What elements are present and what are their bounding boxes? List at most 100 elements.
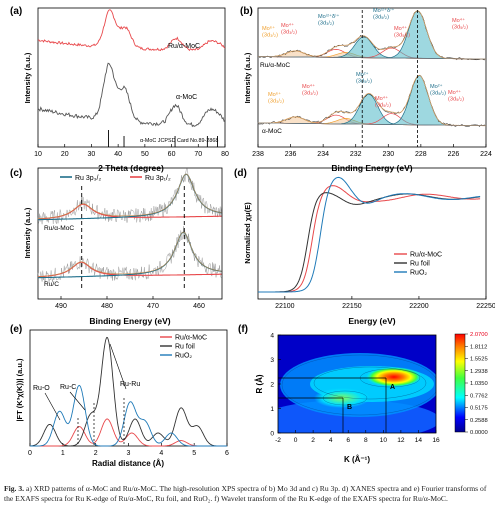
component-label: Mo⁴⁺ (3d₃/₂): [302, 83, 318, 97]
x-tick-a-tick-label: 40: [114, 151, 122, 158]
x-tick-a-tick-label: 60: [168, 151, 176, 158]
component-species: Mo⁴⁺: [281, 22, 294, 29]
component-species: Mo⁴⁺: [302, 83, 315, 90]
y-tick-label-f: 2: [270, 381, 274, 388]
x-ticks-d: 22100 22150 22200 22250: [275, 296, 495, 310]
component-species: Mo⁴⁺: [394, 25, 407, 32]
x-tick-b-tick-label: 226: [448, 151, 460, 158]
component-label: Mo⁴⁺ (3d₅/₂): [394, 25, 410, 39]
figure-caption: Fig. 3. a) XRD patterns of α-MoC and Ru/…: [4, 484, 491, 504]
legend-label-ru3p32: Ru 3p₃/₂: [75, 175, 101, 182]
annotation-arrow-ruo: [44, 392, 61, 421]
x-ticks-a: 10 20 30 40 50 60 70 80: [34, 144, 229, 158]
component-label: Mo⁽²⁺δ⁾⁺ (3d₃/₂): [318, 13, 339, 27]
legend-label-e: RuO₂: [175, 353, 192, 360]
x-tick-label-f: 16: [432, 437, 440, 444]
component-orbital: (3d₅/₂): [430, 91, 446, 97]
x-tick-e-tick-label: 4: [159, 450, 163, 457]
annotation-ruru: Ru-Ru: [120, 381, 140, 388]
feature-label-a: A: [390, 384, 395, 391]
component-species: Mo⁽²⁺δ⁾⁺: [373, 7, 394, 14]
x-tick-b-tick-label: 228: [415, 151, 427, 158]
x-tick-b-tick-label: 224: [480, 151, 492, 158]
curves-e: [30, 336, 227, 447]
x-tick-c-tick-label: 460: [193, 303, 205, 310]
x-tick-label-f: 6: [346, 437, 350, 444]
component-orbital: (3d₃/₂): [318, 21, 334, 27]
chart-c: 490 480 470 460 Ru 3p₃/₂ Ru 3p₁/₂ Ru/α-MoC …: [23, 167, 223, 326]
series-line-0: [37, 9, 226, 52]
x-axis-label-e: Radial distance (Å): [92, 459, 164, 468]
legend-e: Ru/α-MoC Ru foil RuO₂: [160, 335, 207, 360]
x-tick-a-tick-label: 70: [194, 151, 202, 158]
fitted-envelope: [38, 231, 222, 277]
component-species: Mo⁴⁺: [452, 17, 465, 24]
series-line-1: [37, 62, 226, 128]
component-orbital: (3d₃/₂): [262, 33, 278, 39]
series-label-ru-moc: Ru/α-MoC: [168, 43, 200, 50]
x-tick-e-tick-label: 6: [225, 450, 229, 457]
x-tick-a-tick-label: 20: [61, 151, 69, 158]
caption-label: Fig. 3.: [4, 484, 25, 493]
reference-pattern-a: [108, 130, 218, 147]
component-orbital: (3d₃/₂): [302, 91, 318, 97]
component-orbital: (3d₅/₂): [452, 25, 468, 31]
measured-trace: [37, 167, 222, 225]
trace-label-ru-moc-c: Ru/α-MoC: [44, 225, 74, 232]
panel-label-e: (e): [10, 324, 22, 335]
curves-d: [258, 176, 481, 293]
component-orbital: (3d₃/₂): [281, 30, 297, 36]
legend-label-e: Ru foil: [175, 344, 195, 351]
heatmap-f: [278, 335, 436, 433]
curves-c: [37, 167, 222, 290]
y-axis-label-b: Intensity (a.u.): [243, 52, 252, 103]
component-species: Mo²⁺: [430, 83, 443, 90]
legend-label-d: Ru foil: [410, 261, 430, 268]
colorbar-tick-label: 0.0000: [470, 430, 488, 436]
component-species: Mo⁶⁺: [262, 25, 275, 32]
plot-frame-d: [257, 167, 487, 300]
ft-series-0: [30, 418, 227, 447]
x-tick-d-tick-label: 22200: [409, 303, 429, 310]
annotation-arrow-ruc: [69, 391, 86, 411]
component-labels-b: Mo⁶⁺ (3d₃/₂)Mo⁴⁺ (3d₃/₂)Mo⁽²⁺δ⁾⁺ (3d₃/₂)Mo⁽…: [262, 7, 468, 109]
x-tick-label-f: 0: [294, 437, 298, 444]
curves-a: [37, 9, 226, 128]
ft-series-2: [30, 384, 227, 447]
legend-d: Ru/α-MoC Ru foil RuO₂: [394, 252, 442, 277]
fitted-envelope: [38, 173, 222, 219]
x-tick-b-tick-label: 238: [252, 151, 264, 158]
x-tick-label-f: 10: [380, 437, 388, 444]
colorbar-ticks: 2.0700 1.8112 1.5525 1.2938 1.0350 0.7762 0.51…: [465, 332, 488, 436]
component-orbital: (3d₅/₂): [356, 79, 372, 85]
xanes-series-2: [258, 176, 481, 293]
component-species: Mo⁽²⁺δ⁾⁺: [318, 13, 339, 20]
colorbar-tick-label: 2.0700: [470, 332, 488, 338]
figure: (a) (b) (c) (d) (e) (f) 10 20 30 40 50 60 70 80…: [10, 6, 495, 468]
x-tick-d-tick-label: 22100: [275, 303, 295, 310]
x-tick-e-tick-label: 2: [94, 450, 98, 457]
component-species: Mo⁶⁺: [268, 91, 281, 98]
legend-label-ru3p12: Ru 3p₁/₂: [145, 175, 171, 182]
legend-label-d: Ru/α-MoC: [410, 252, 442, 259]
chart-a: 10 20 30 40 50 60 70 80 Ru/α-MoC α-MoC α-MoC JC…: [23, 7, 229, 173]
plot-frame-a: [37, 7, 226, 148]
x-tick-b-tick-label: 232: [350, 151, 362, 158]
component-orbital: (3d₃/₂): [268, 99, 284, 105]
x-tick-e-tick-label: 5: [192, 450, 196, 457]
x-tick-d-tick-label: 22250: [476, 303, 495, 310]
colorbar-tick-label: 0.5175: [470, 406, 488, 412]
y-axis-label-f: R (Å): [255, 374, 264, 393]
legend-label-e: Ru/α-MoC: [175, 335, 207, 342]
component-orbital: (3d₅/₂): [394, 33, 410, 39]
component-label: Mo⁴⁺ (3d₅/₂): [448, 89, 464, 103]
y-tick-label-f: 3: [270, 357, 274, 364]
x-tick-a-tick-label: 50: [141, 151, 149, 158]
x-tick-label-f: 8: [364, 437, 368, 444]
x-tick-b-tick-label: 234: [317, 151, 329, 158]
x-tick-c-tick-label: 480: [101, 303, 113, 310]
x-tick-c-tick-label: 490: [55, 303, 67, 310]
trace-label-ru-moc-b: Ru/α-MoC: [260, 62, 290, 69]
component-label: Mo⁴⁺ (3d₃/₂): [281, 22, 297, 36]
